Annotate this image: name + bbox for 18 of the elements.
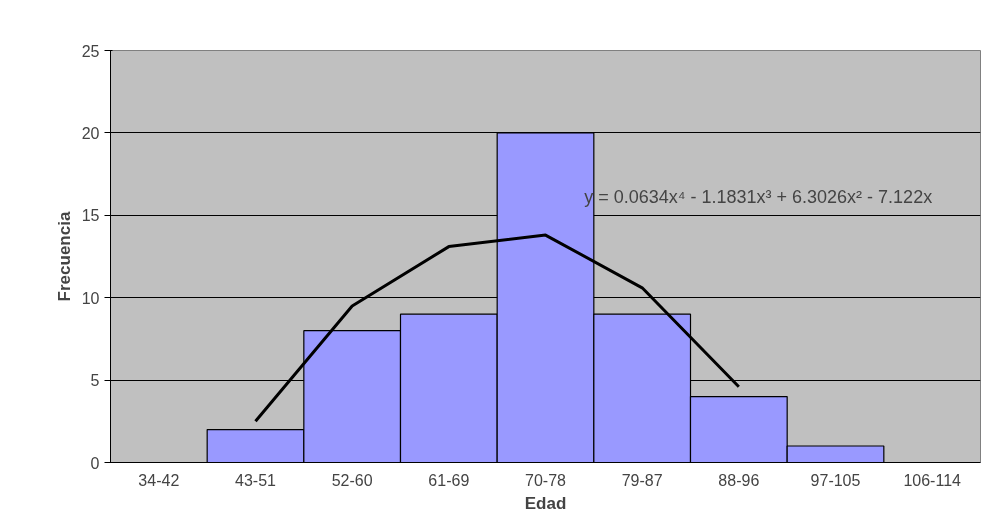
y-tick-label: 25 <box>81 42 100 60</box>
annotation: y = 0.0634x⁴ - 1.1831x³ + 6.3026x² - 7.122x <box>584 187 933 208</box>
x-tick-label: 61-69 <box>428 471 470 489</box>
x-tick-label: 79-87 <box>621 471 663 489</box>
y-tick-label: 10 <box>81 289 100 307</box>
x-tick-label: 106-114 <box>903 471 962 489</box>
y-tick-label: 0 <box>90 454 100 472</box>
x-tick-label: 88-96 <box>718 471 760 489</box>
y-tick-label: 5 <box>90 372 100 390</box>
x-tick-label: 97-105 <box>810 471 861 489</box>
y-tick-label: 15 <box>81 207 100 225</box>
x-tick-label: 34-42 <box>138 471 180 489</box>
y-axis-title: Frecuencia <box>54 211 74 302</box>
x-axis-title: Edad <box>524 493 567 513</box>
x-tick-label: 52-60 <box>331 471 373 489</box>
y-tick-label: 20 <box>81 124 100 142</box>
x-tick-label: 70-78 <box>525 471 567 489</box>
x-tick-label: 43-51 <box>235 471 277 489</box>
